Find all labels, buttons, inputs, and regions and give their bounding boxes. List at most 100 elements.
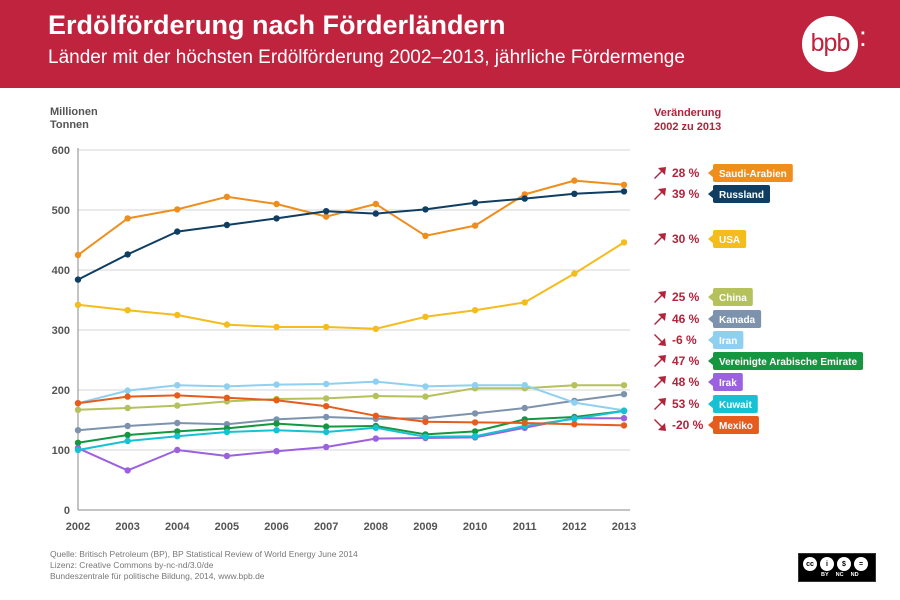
x-tick-label: 2013 (612, 521, 636, 533)
change-header-line1: Veränderung (654, 107, 722, 119)
data-point (471, 307, 479, 314)
data-point (322, 213, 330, 220)
x-tick-label: 2012 (562, 521, 586, 533)
data-point (174, 433, 181, 440)
footer-license[interactable]: Lizenz: Creative Commons by-nc-nd/3.0/de (50, 560, 214, 570)
nd-equals-icon: = (854, 557, 868, 571)
data-point (571, 399, 578, 406)
x-tick-label: 2005 (215, 521, 239, 533)
legend-series-label: Kuwait (719, 400, 752, 411)
legend-series-label: China (719, 293, 747, 304)
legend-tag-pointer (708, 292, 714, 302)
y-axis-label-line1: Millionen (50, 106, 98, 118)
y-tick-label: 400 (52, 265, 70, 277)
legend-tag-background (713, 373, 743, 391)
data-point (322, 428, 330, 436)
data-point (322, 443, 330, 451)
series-line-Kuwait (77, 410, 625, 451)
data-point (620, 382, 628, 389)
y-tick-label: 200 (52, 385, 70, 397)
legend-tag-background (713, 230, 747, 248)
x-tick-label: 2002 (66, 521, 90, 533)
data-point (124, 307, 131, 314)
legend-change-value: 30 % (672, 232, 700, 246)
legend-tag-background (713, 395, 758, 413)
x-tick-label: 2003 (115, 521, 139, 533)
data-point (223, 428, 231, 436)
data-point (273, 381, 280, 388)
legend-item: 30 % USA (654, 230, 747, 248)
legend-series-label: Russland (719, 190, 764, 201)
data-point (74, 446, 82, 454)
data-point (372, 424, 380, 431)
data-point (124, 404, 131, 412)
data-point (322, 380, 330, 388)
series-line-Russland (77, 190, 625, 281)
legend-tag-pointer (708, 335, 714, 345)
data-point (174, 228, 181, 235)
legend-change-value: 48 % (672, 375, 700, 389)
x-tick-label: 2007 (314, 521, 338, 533)
data-point (322, 395, 330, 402)
data-point (273, 200, 280, 208)
series-line-Iran (77, 380, 625, 412)
data-point (124, 393, 131, 400)
legend-item: -6 % Iran (654, 331, 744, 349)
data-point (174, 311, 181, 319)
data-point (521, 419, 528, 427)
data-point (471, 419, 479, 426)
data-point (372, 210, 380, 217)
bpb-logo[interactable]: bpb (802, 16, 858, 72)
bpb-logo-text: bpb (810, 29, 851, 57)
data-point (273, 215, 280, 222)
legend-tag-pointer (708, 399, 714, 409)
data-point (471, 222, 479, 229)
data-point (74, 439, 82, 446)
data-point (174, 402, 181, 409)
header-banner: Erdölförderung nach Förderländern Länder… (0, 0, 900, 88)
data-point (273, 420, 280, 427)
data-point (571, 270, 578, 277)
data-point (74, 301, 82, 308)
legend-item: 48 % Irak (654, 373, 743, 391)
data-point (74, 251, 82, 259)
page-title: Erdölförderung nach Förderländern (48, 10, 506, 40)
data-point (471, 410, 479, 417)
legend-change-value: 46 % (672, 312, 700, 326)
data-point (620, 181, 628, 188)
series-line-Irak (77, 417, 624, 472)
x-tick-label: 2009 (413, 521, 437, 533)
data-point (571, 190, 578, 197)
data-point (322, 323, 330, 331)
footer-publisher[interactable]: Bundeszentrale für politische Bildung, 2… (50, 571, 265, 581)
data-point (422, 313, 429, 320)
x-tick-label: 2011 (513, 521, 537, 533)
legend-tag-background (713, 310, 762, 328)
legend-series-label: Saudi-Arabien (719, 169, 787, 180)
y-axis-label: Millionen Tonnen (50, 106, 130, 132)
y-tick-label: 300 (52, 325, 70, 337)
data-point (322, 423, 330, 430)
data-point (174, 382, 181, 389)
cc-label-nd: ND (850, 572, 859, 578)
data-point (174, 392, 181, 399)
data-point (322, 208, 330, 215)
arrow-up-right-icon (654, 355, 666, 367)
legend-series-label: Iran (719, 336, 737, 347)
data-point (174, 428, 181, 435)
by-person-icon: i (820, 557, 834, 571)
series-line-Vereinigte Arabische Emirate (77, 410, 625, 444)
data-point (571, 421, 578, 428)
x-tick-label: 2010 (463, 521, 487, 533)
y-axis-label-line2: Tonnen (50, 119, 89, 131)
data-point (74, 276, 82, 283)
data-point (223, 321, 231, 328)
cc-license-badge[interactable]: cc i $ = BY NC ND (798, 553, 876, 582)
series-line-Mexiko (77, 394, 625, 427)
data-point (521, 195, 528, 202)
data-point (471, 199, 479, 206)
legend-item: -20 % Mexiko (654, 416, 759, 434)
bpb-logo-colon: : (859, 21, 867, 52)
data-point (124, 422, 131, 430)
